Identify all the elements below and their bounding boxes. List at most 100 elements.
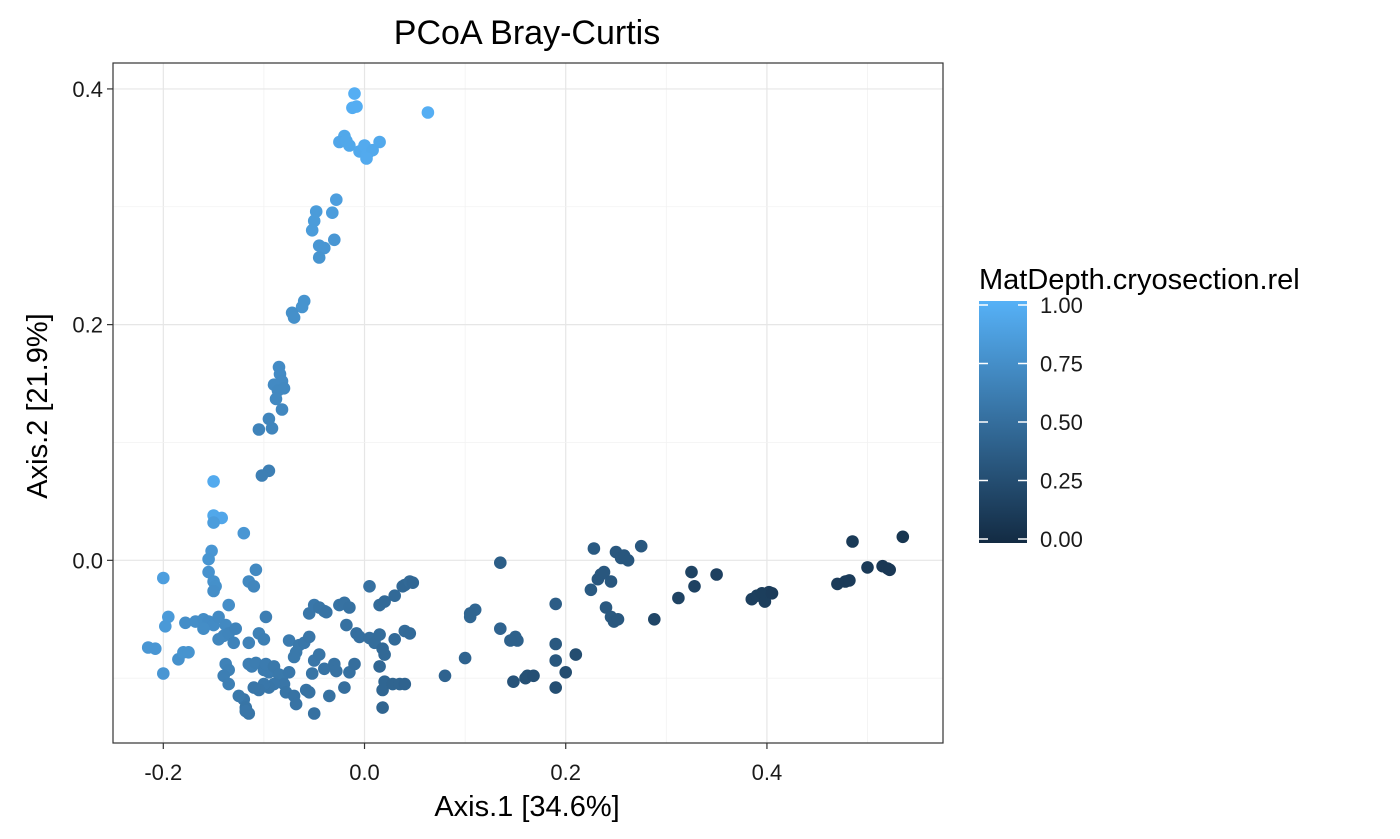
data-point bbox=[328, 233, 341, 247]
data-point bbox=[159, 620, 172, 633]
data-point bbox=[257, 633, 271, 646]
data-point bbox=[634, 539, 648, 553]
data-point bbox=[232, 689, 246, 703]
data-point bbox=[307, 214, 321, 228]
data-point bbox=[289, 697, 303, 711]
data-point bbox=[340, 618, 353, 632]
data-point bbox=[421, 106, 435, 119]
data-point bbox=[287, 650, 301, 664]
data-point bbox=[621, 554, 635, 567]
colorbar-tick-label: 1.00 bbox=[1040, 293, 1083, 318]
data-point bbox=[507, 675, 520, 688]
y-tick-label: 0.0 bbox=[72, 548, 103, 573]
data-point bbox=[259, 610, 273, 624]
x-axis-title: Axis.1 [34.6%] bbox=[434, 791, 619, 823]
data-point bbox=[157, 667, 170, 680]
data-point bbox=[504, 634, 517, 647]
data-point bbox=[330, 664, 343, 678]
data-point bbox=[343, 139, 356, 152]
data-point bbox=[376, 701, 389, 714]
data-point bbox=[494, 622, 507, 635]
data-point bbox=[373, 660, 386, 673]
colorbar-tick-label: 0.25 bbox=[1040, 469, 1083, 494]
data-point bbox=[330, 193, 343, 206]
data-point bbox=[295, 300, 309, 314]
data-point bbox=[846, 535, 859, 548]
x-axis-ticks: -0.2 0.0 0.2 0.4 bbox=[144, 743, 782, 785]
data-point bbox=[265, 422, 279, 435]
x-tick-label: 0.0 bbox=[349, 760, 380, 785]
data-point bbox=[302, 630, 316, 644]
data-point bbox=[398, 677, 412, 691]
data-point bbox=[207, 584, 220, 598]
y-tick-label: 0.2 bbox=[72, 313, 103, 338]
colorbar-tick-label: 0.50 bbox=[1040, 410, 1083, 435]
data-point bbox=[338, 681, 351, 694]
data-point bbox=[302, 686, 316, 699]
data-point bbox=[207, 516, 220, 529]
data-point bbox=[373, 628, 386, 641]
colorbar-tick-label: 0.75 bbox=[1040, 352, 1083, 377]
data-point bbox=[242, 636, 256, 650]
data-point bbox=[305, 667, 319, 680]
data-point bbox=[549, 681, 562, 694]
data-point bbox=[569, 648, 583, 661]
data-point bbox=[247, 681, 261, 694]
data-point bbox=[343, 601, 356, 614]
data-point bbox=[239, 704, 253, 718]
plot-panel-border bbox=[112, 62, 944, 744]
data-point bbox=[388, 633, 402, 646]
data-point bbox=[883, 563, 896, 577]
data-point bbox=[378, 595, 391, 608]
grid-lines bbox=[113, 63, 943, 743]
data-point bbox=[348, 87, 361, 100]
data-point bbox=[758, 595, 772, 608]
y-axis-ticks: 0.0 0.2 0.4 bbox=[72, 77, 113, 573]
data-point bbox=[458, 651, 472, 665]
data-point bbox=[765, 587, 779, 600]
data-point bbox=[672, 591, 685, 605]
chart-title: PCoA Bray-Curtis bbox=[394, 14, 660, 52]
x-tick-label: -0.2 bbox=[144, 760, 182, 785]
data-point bbox=[861, 561, 874, 574]
data-point bbox=[157, 571, 170, 585]
data-point bbox=[363, 580, 376, 593]
data-point bbox=[237, 526, 251, 540]
data-point bbox=[212, 610, 225, 624]
data-point bbox=[179, 616, 192, 630]
data-point bbox=[227, 636, 240, 650]
data-point bbox=[318, 241, 331, 255]
plot-panel bbox=[113, 63, 943, 743]
color-legend: MatDepth.cryosection.rel 0.00 0.25 0.50 0.7… bbox=[979, 264, 1300, 552]
data-point bbox=[309, 205, 323, 218]
data-point bbox=[202, 565, 215, 579]
data-point bbox=[463, 607, 477, 620]
data-point bbox=[584, 583, 598, 597]
data-point bbox=[307, 707, 321, 720]
data-point bbox=[843, 574, 856, 587]
data-point bbox=[688, 580, 701, 593]
data-point bbox=[222, 598, 235, 612]
data-point bbox=[406, 576, 420, 589]
data-point bbox=[269, 392, 283, 406]
data-point bbox=[312, 251, 326, 264]
data-point bbox=[604, 575, 618, 588]
data-points bbox=[141, 87, 910, 720]
data-point bbox=[360, 152, 373, 165]
colorbar-tick-label: 0.00 bbox=[1040, 527, 1083, 552]
y-tick-label: 0.4 bbox=[72, 77, 103, 102]
data-point bbox=[318, 662, 331, 676]
data-point bbox=[182, 646, 195, 659]
data-point bbox=[353, 630, 366, 644]
data-point bbox=[438, 669, 452, 683]
data-point bbox=[348, 657, 361, 671]
x-tick-label: 0.4 bbox=[752, 760, 783, 785]
data-point bbox=[896, 530, 910, 544]
data-point bbox=[197, 622, 210, 635]
data-point bbox=[587, 542, 601, 555]
data-point bbox=[597, 565, 611, 579]
data-point bbox=[222, 677, 235, 691]
data-point bbox=[202, 552, 215, 566]
data-point bbox=[373, 135, 386, 149]
data-point bbox=[287, 311, 301, 324]
